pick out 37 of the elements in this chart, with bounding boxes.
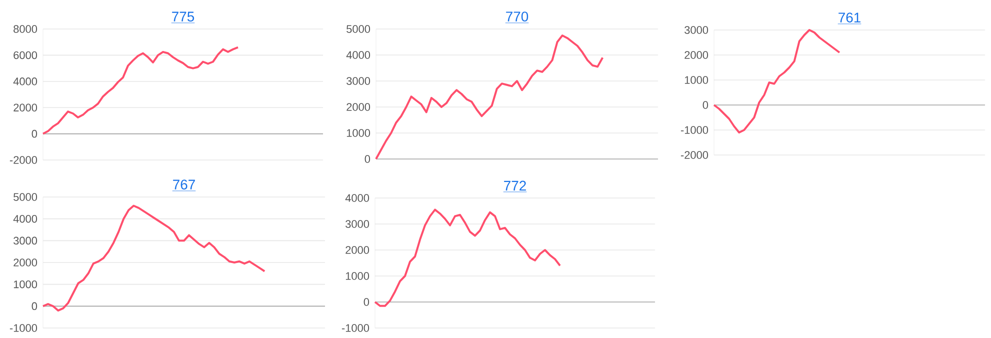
y-tick-label: 4000 bbox=[13, 78, 38, 86]
y-tick-label: 0 bbox=[364, 298, 370, 306]
chart-title: 761 bbox=[838, 12, 860, 23]
y-tick-label: 4000 bbox=[346, 51, 370, 59]
y-tick-label: 6000 bbox=[14, 51, 38, 60]
y-tick-label: -1000 bbox=[680, 126, 708, 134]
y-tick-label: 5000 bbox=[346, 25, 370, 33]
y-tick-label: 2000 bbox=[684, 51, 708, 59]
y-tick-label: 0 bbox=[32, 302, 38, 310]
y-tick-label: 3000 bbox=[346, 220, 370, 228]
y-tick-label: 0 bbox=[364, 155, 370, 163]
y-tick-label: 2000 bbox=[346, 103, 370, 111]
chart-title: 770 bbox=[506, 12, 528, 22]
y-tick-label: 2000 bbox=[14, 258, 38, 266]
y-tick-label: -2000 bbox=[680, 151, 708, 159]
chart-title: 775 bbox=[172, 12, 194, 22]
y-tick-label: 0 bbox=[32, 130, 38, 138]
y-tick-label: 8000 bbox=[14, 25, 38, 33]
y-tick-label: 5000 bbox=[14, 193, 38, 201]
y-tick-label: 4000 bbox=[13, 214, 38, 223]
y-tick-label: 3000 bbox=[684, 26, 708, 34]
y-tick-label: 3000 bbox=[346, 77, 370, 85]
y-tick-label: -2000 bbox=[10, 156, 38, 164]
y-tick-label: 0 bbox=[702, 101, 708, 109]
chart-title: 767 bbox=[173, 180, 195, 190]
y-tick-label: 2000 bbox=[14, 104, 38, 112]
line-series bbox=[374, 208, 561, 307]
y-tick-label: 1000 bbox=[14, 280, 38, 288]
y-tick-label: 1000 bbox=[684, 76, 708, 84]
chart-title: 772 bbox=[504, 180, 526, 191]
y-tick-label: 3000 bbox=[14, 236, 38, 245]
y-tick-label: 2000 bbox=[346, 246, 370, 254]
y-tick-label: 4000 bbox=[345, 194, 370, 202]
y-tick-label: -1000 bbox=[342, 324, 370, 332]
y-tick-label: -1000 bbox=[10, 324, 38, 332]
y-tick-label: 1000 bbox=[346, 272, 370, 280]
y-tick-label: 1000 bbox=[346, 129, 370, 137]
